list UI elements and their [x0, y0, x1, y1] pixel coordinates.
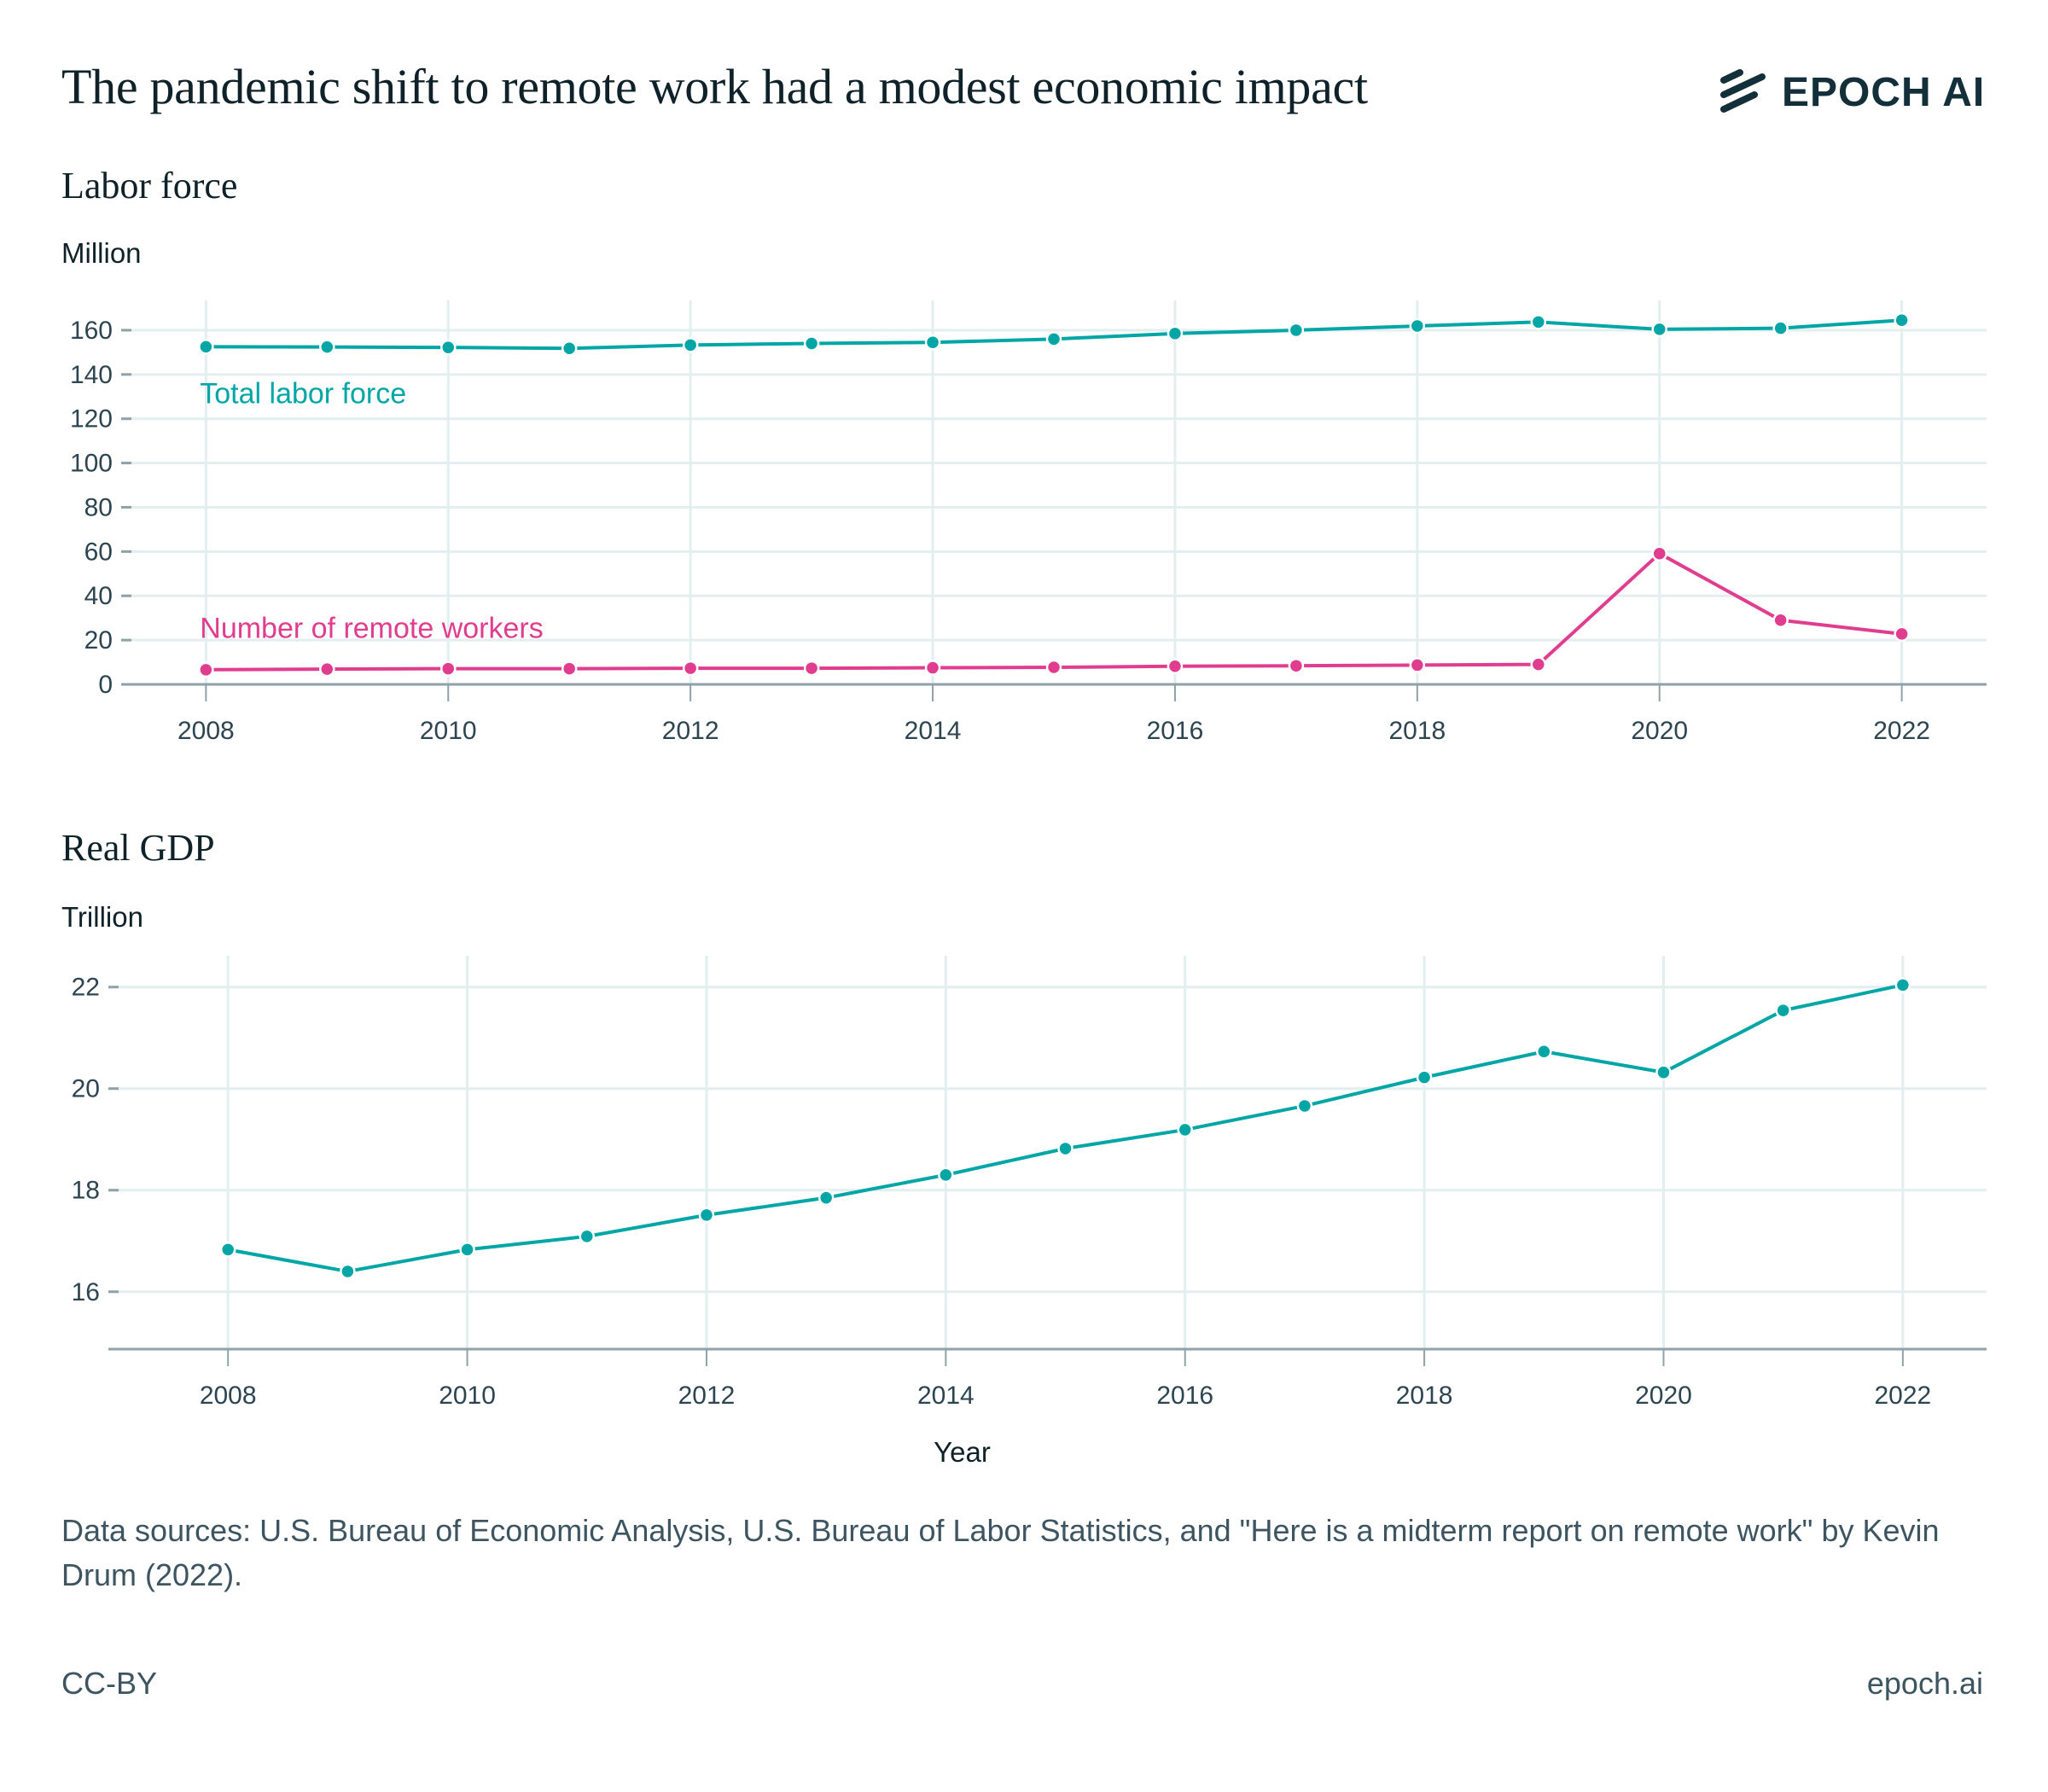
site-link[interactable]: epoch.ai: [1866, 1666, 1983, 1701]
x-tick-label: 2014: [905, 717, 962, 745]
x-tick-label: 2016: [1156, 1382, 1213, 1410]
x-tick-label: 2016: [1147, 717, 1204, 745]
x-tick-label: 2010: [439, 1382, 496, 1410]
data-point: [1409, 317, 1426, 335]
x-tick-label: 2018: [1396, 1382, 1453, 1410]
x-tick-label: 2022: [1874, 1382, 1931, 1410]
data-point: [219, 1242, 236, 1258]
data-point: [1655, 1064, 1672, 1080]
data-point: [561, 660, 578, 677]
data-point: [924, 334, 941, 351]
data-point: [1177, 1121, 1193, 1138]
data-point: [1167, 658, 1184, 674]
data-point: [1772, 320, 1789, 336]
data-point: [682, 337, 699, 353]
y-tick-label: 80: [84, 493, 113, 521]
epoch-stripes-icon: [1720, 69, 1766, 113]
x-tick-label: 2018: [1388, 717, 1446, 745]
data-point: [198, 339, 214, 355]
y-tick-label: 22: [72, 974, 100, 1002]
data-point: [924, 660, 941, 676]
x-tick-label: 2020: [1635, 1382, 1692, 1410]
data-point: [319, 660, 335, 678]
labor-force-chart: 0 20 40 60 80 100 120 140 160 2008 2010 2012 2014 201…: [70, 300, 1987, 745]
logo-text: EPOCH AI: [1782, 69, 1986, 115]
license-label: CC-BY: [61, 1666, 158, 1701]
data-point: [340, 1263, 356, 1280]
data-point: [1045, 331, 1062, 347]
y-tick-label: 20: [72, 1075, 100, 1103]
y-tick-label: 16: [72, 1278, 100, 1306]
data-point: [698, 1207, 715, 1224]
data-point: [1530, 656, 1547, 672]
epoch-logo: EPOCH AI: [1719, 67, 1985, 118]
data-point: [440, 339, 457, 356]
data-point: [579, 1228, 596, 1245]
y-tick-label: 100: [70, 450, 113, 478]
data-point: [440, 660, 457, 677]
x-tick-label: 2012: [678, 1382, 736, 1410]
data-point: [1894, 625, 1910, 643]
data-point: [561, 340, 578, 357]
data-point: [1288, 322, 1305, 339]
data-point: [1530, 314, 1547, 330]
data-point: [1167, 325, 1184, 342]
data-point: [459, 1242, 475, 1258]
data-point: [1288, 657, 1305, 674]
series-label: Total labor force: [200, 378, 406, 410]
y-tick-label: 40: [84, 582, 113, 610]
x-tick-label: 2012: [662, 717, 719, 745]
labor-force-subtitle: Labor force: [61, 165, 238, 207]
y-tick-label: 20: [84, 626, 113, 655]
series-line-real-gdp: [227, 983, 1904, 1273]
data-point: [1775, 1002, 1791, 1019]
data-point: [198, 661, 214, 678]
gdp-subtitle: Real GDP: [61, 827, 215, 869]
data-point: [1296, 1097, 1313, 1114]
data-point: [803, 335, 820, 352]
y-tick-label: 0: [98, 671, 113, 699]
x-tick-label: 2014: [917, 1382, 975, 1410]
data-point: [1045, 659, 1062, 676]
data-point: [682, 660, 699, 677]
x-tick-label: 2008: [177, 717, 235, 745]
data-point: [1772, 612, 1789, 629]
data-point: [803, 660, 820, 677]
data-point: [1536, 1044, 1552, 1060]
x-tick-label: 2008: [200, 1382, 257, 1410]
x-tick-label: 2022: [1873, 717, 1930, 745]
data-point: [1651, 321, 1667, 338]
data-sources-note: Data sources: U.S. Bureau of Economic An…: [61, 1513, 1940, 1592]
series-label: Number of remote workers: [200, 613, 543, 645]
data-point: [938, 1167, 954, 1184]
y-tick-label: 60: [84, 538, 113, 566]
y-tick-label: 140: [70, 361, 113, 389]
gdp-unit-label: Trillion: [61, 901, 143, 933]
x-axis-title: Year: [934, 1436, 991, 1468]
data-point: [1409, 657, 1426, 673]
chart-title: The pandemic shift to remote work had a …: [61, 59, 1368, 114]
labor-force-unit-label: Million: [61, 237, 142, 269]
data-point: [817, 1190, 835, 1206]
y-tick-label: 120: [70, 405, 113, 433]
data-point: [1057, 1140, 1073, 1157]
data-point: [1894, 977, 1911, 993]
x-tick-label: 2010: [420, 717, 477, 745]
data-point: [1651, 545, 1667, 561]
data-point: [1416, 1069, 1433, 1085]
data-point: [319, 339, 335, 355]
y-tick-label: 160: [70, 317, 113, 345]
x-tick-label: 2020: [1631, 717, 1688, 745]
y-tick-label: 18: [72, 1177, 100, 1205]
data-point: [1894, 312, 1910, 329]
